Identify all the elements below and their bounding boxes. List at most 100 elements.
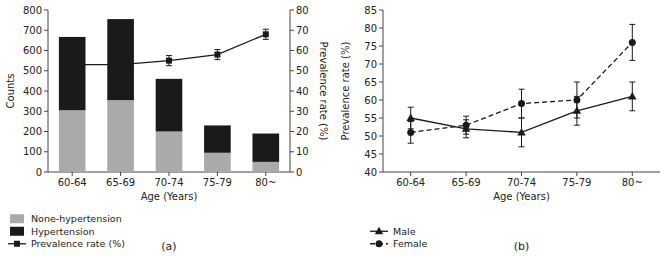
y2-tick-label: 30: [296, 106, 309, 117]
y-tick-label: 40: [364, 167, 377, 178]
chart-panel: 0100200300400500600700800Counts010203040…: [5, 5, 329, 254]
y-tick-label: 0: [36, 167, 42, 178]
y-tick: [379, 46, 383, 47]
y2-axis-label: Prevalence rate (%): [318, 42, 329, 141]
legend-label: None-hypertension: [31, 213, 122, 224]
x-tick-label: 70-74: [507, 177, 536, 188]
error-bar: [263, 29, 269, 39]
x-tick: [576, 172, 577, 176]
bar: [59, 110, 86, 172]
x-tick-label: 80~: [622, 177, 643, 188]
figure: 0100200300400500600700800Counts010203040…: [0, 0, 671, 256]
marker: [517, 128, 525, 135]
y-tick: [379, 82, 383, 83]
marker: [166, 58, 172, 64]
y-tick: [379, 28, 383, 29]
y2-tick: [290, 151, 294, 152]
legend: None-hypertensionHypertensionPrevalence …: [8, 213, 125, 249]
x-tick: [120, 172, 121, 176]
y2-tick-label: 80: [296, 5, 309, 16]
marker: [69, 62, 75, 68]
x-axis-label: Age (Years): [493, 191, 550, 202]
y-tick: [44, 50, 48, 51]
y2-tick-label: 0: [296, 167, 302, 178]
x-tick: [466, 172, 467, 176]
x-tick-label: 60-64: [396, 177, 425, 188]
x-tick: [169, 172, 170, 176]
y-tick-label: 75: [364, 41, 377, 52]
y-tick-label: 80: [364, 23, 377, 34]
x-tick: [217, 172, 218, 176]
y-tick: [44, 131, 48, 132]
y2-tick: [290, 70, 294, 71]
panel-title: (b): [514, 240, 530, 253]
bar: [107, 19, 134, 100]
error-bar: [629, 24, 635, 60]
x-tick-label: 70-74: [154, 177, 183, 188]
y2-tick-label: 70: [296, 25, 309, 36]
y-tick: [379, 118, 383, 119]
y-tick-label: 700: [23, 25, 42, 36]
error-bar: [69, 62, 75, 68]
y-tick: [379, 10, 383, 11]
chart-panel: 40455055606570758085Prevalence rate (%)6…: [340, 5, 660, 254]
x-tick: [632, 172, 633, 176]
legend-marker: [14, 241, 20, 247]
y2-tick-label: 20: [296, 126, 309, 137]
bar: [204, 125, 231, 152]
error-bar: [519, 89, 525, 118]
x-tick-label: 80~: [255, 177, 276, 188]
error-bar: [574, 82, 580, 118]
error-bar: [408, 122, 414, 144]
y-tick-label: 55: [364, 113, 377, 124]
y-tick: [44, 10, 48, 11]
y2-tick: [290, 131, 294, 132]
marker: [628, 92, 636, 100]
y-axis-label: Prevalence rate (%): [340, 41, 351, 140]
marker: [407, 114, 415, 122]
panel-title: (a): [161, 240, 176, 253]
bar: [156, 79, 183, 132]
x-tick: [521, 172, 522, 176]
legend-label: Male: [393, 226, 416, 237]
y2-tick-label: 50: [296, 65, 309, 76]
y2-tick: [290, 111, 294, 112]
y-tick: [379, 100, 383, 101]
marker: [214, 52, 220, 58]
y-tick-label: 800: [23, 5, 42, 16]
error-bar: [214, 49, 220, 59]
legend-marker: [376, 240, 383, 247]
line: [72, 34, 266, 64]
y2-tick: [290, 10, 294, 11]
y2-tick-label: 10: [296, 146, 309, 157]
y-tick-label: 65: [364, 77, 377, 88]
bar: [156, 132, 183, 173]
x-tick-label: 60-64: [58, 177, 87, 188]
y-tick-label: 500: [23, 65, 42, 76]
legend-label: Hypertension: [31, 226, 95, 237]
legend: MaleFemale: [370, 226, 428, 250]
y2-tick-label: 60: [296, 45, 309, 56]
y2-tick: [290, 50, 294, 51]
y-tick-label: 300: [23, 106, 42, 117]
x-axis-label: Age (Years): [141, 191, 198, 202]
x-tick: [265, 172, 266, 176]
y-tick-label: 400: [23, 86, 42, 97]
y2-tick: [290, 30, 294, 31]
marker: [407, 129, 414, 136]
x-tick: [72, 172, 73, 176]
y-tick: [379, 172, 383, 173]
marker: [463, 122, 470, 129]
y-tick-label: 600: [23, 45, 42, 56]
legend-swatch: [10, 214, 24, 223]
y-tick: [44, 91, 48, 92]
error-bar: [166, 56, 172, 66]
bar: [107, 100, 134, 172]
y-tick: [379, 154, 383, 155]
legend-label: Female: [393, 238, 428, 249]
plot-area: [407, 24, 637, 146]
y2-tick: [290, 172, 294, 173]
x-tick-label: 65-69: [106, 177, 135, 188]
line: [411, 42, 633, 132]
bar: [252, 162, 279, 172]
